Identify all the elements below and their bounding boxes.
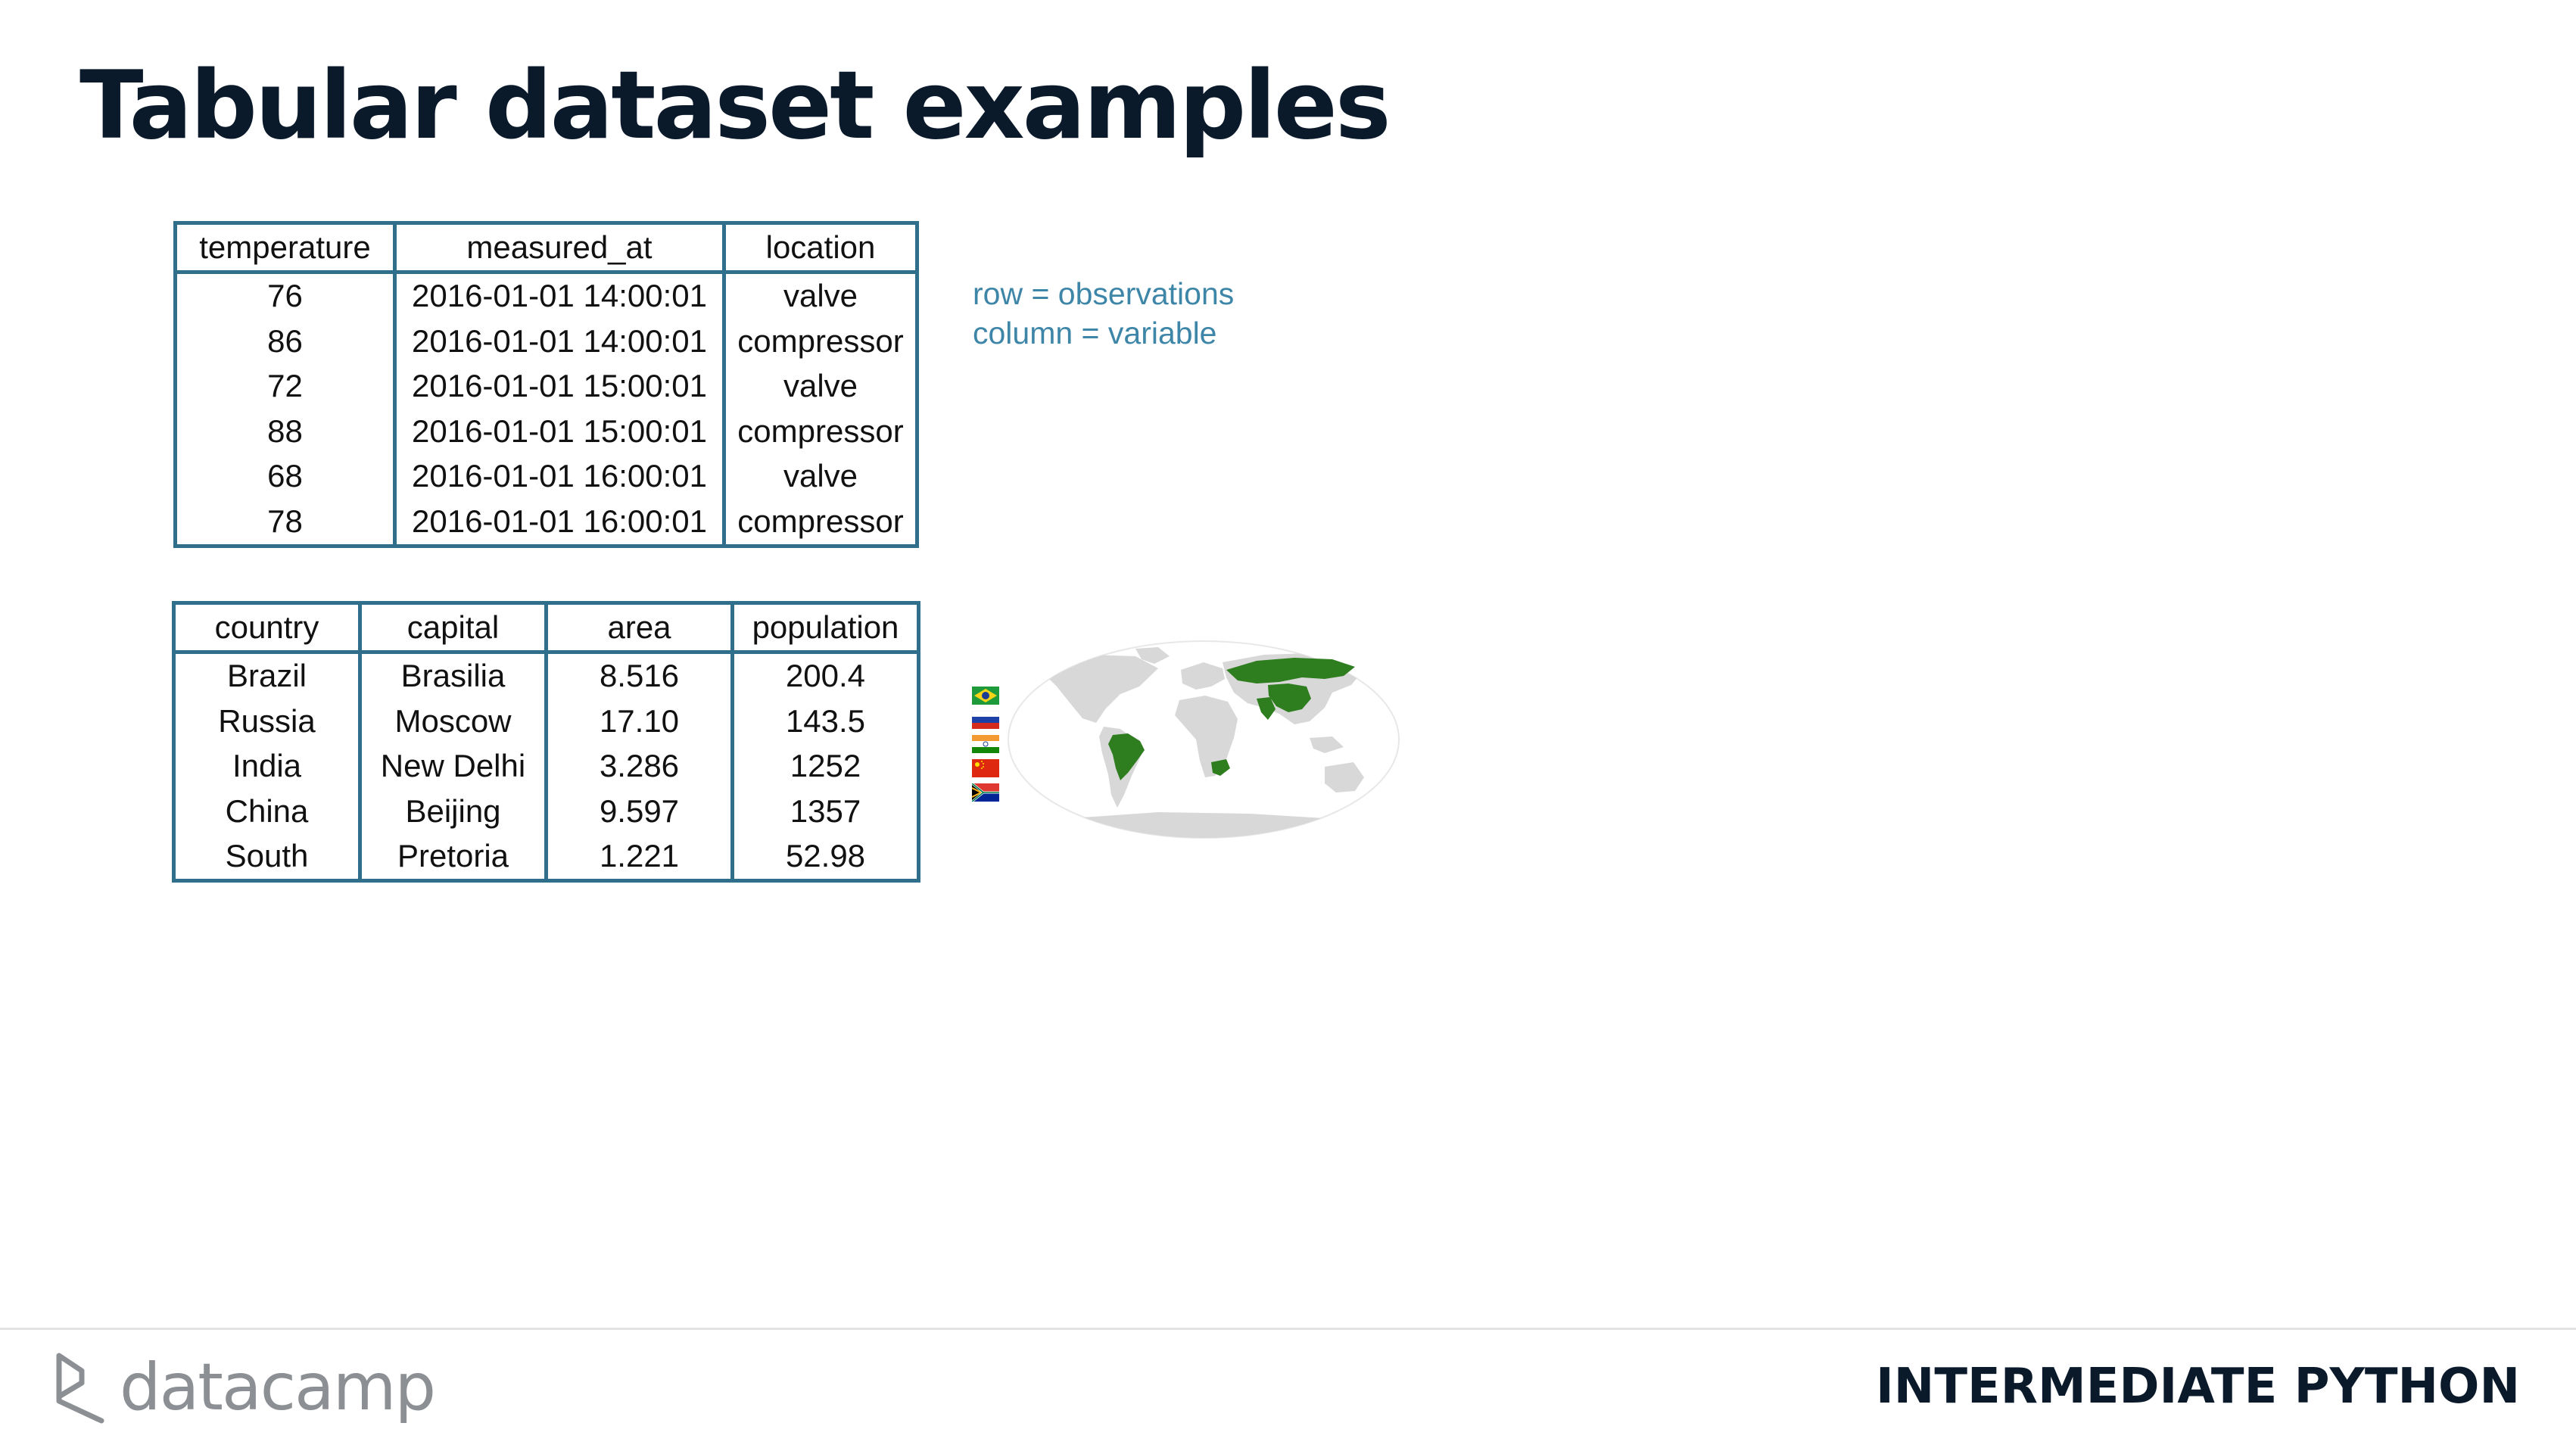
table-cell: 200.4 (785, 658, 866, 694)
flag-list (972, 687, 1001, 808)
table-header-row: country capital area population (173, 603, 919, 654)
south-africa-flag-icon (972, 783, 999, 802)
table-row: 76 2016-01-01 14:00:01 valve (175, 272, 917, 319)
table-cell: 68 (175, 453, 397, 499)
table-cell: New Delhi (360, 743, 548, 789)
column-header: country (173, 603, 362, 654)
table-cell: 2016-01-01 16:00:01 (394, 499, 726, 546)
datacamp-logo: datacamp (51, 1350, 436, 1425)
brazil-flag-icon (972, 687, 999, 705)
table-cell: 76 (175, 272, 397, 319)
table-cell: valve (783, 278, 858, 314)
table-cell: compressor (737, 322, 904, 359)
table-row: 86 2016-01-01 14:00:01 compressor (175, 319, 917, 364)
column-note: column = variable (973, 316, 1217, 350)
table-cell: Pretoria (360, 833, 548, 881)
temperature-table: temperature measured_at location 76 2016-… (173, 221, 919, 548)
brics-table: country capital area population Brazil Br… (172, 601, 920, 883)
table-cell: compressor (737, 413, 904, 449)
table-row: 88 2016-01-01 15:00:01 compressor (175, 409, 917, 454)
table-row: 72 2016-01-01 15:00:01 valve (175, 363, 917, 409)
table-cell: 2016-01-01 16:00:01 (394, 453, 726, 499)
column-header: measured_at (394, 223, 726, 274)
table-row: 78 2016-01-01 16:00:01 compressor (175, 499, 917, 546)
table-row: Russia Moscow 17.10 143.5 (173, 699, 919, 744)
course-title: INTERMEDIATE PYTHON (1875, 1359, 2520, 1415)
india-flag-icon (972, 735, 999, 753)
table-cell: 1357 (790, 792, 861, 829)
table-cell: 143.5 (785, 702, 866, 739)
table-notes: row = observations column = variable (973, 274, 1234, 353)
table-cell: valve (783, 458, 858, 494)
world-map-brics-icon (1008, 640, 1400, 839)
row-note: row = observations (973, 276, 1235, 311)
column-header: population (732, 603, 919, 654)
china-flag-icon (972, 759, 999, 777)
logo-text: datacamp (120, 1350, 436, 1425)
table-cell: 17.10 (546, 699, 734, 744)
table-cell: 3.286 (546, 743, 734, 789)
table-cell: Brasilia (360, 652, 548, 699)
table-cell: Brazil (173, 652, 362, 699)
table-cell: 78 (175, 499, 397, 546)
table-cell: 1.221 (546, 833, 734, 881)
column-header: location (724, 223, 917, 274)
table-row: Brazil Brasilia 8.516 200.4 (173, 652, 919, 699)
table-cell: 72 (175, 363, 397, 409)
table-cell: 2016-01-01 14:00:01 (394, 319, 726, 364)
table-row: China Beijing 9.597 1357 (173, 789, 919, 834)
table-cell: 52.98 (785, 838, 866, 874)
column-header: area (546, 603, 734, 654)
table-cell: valve (783, 368, 858, 404)
table-cell: 1252 (790, 748, 861, 784)
table-cell: 2016-01-01 14:00:01 (394, 272, 726, 319)
table-cell: 88 (175, 409, 397, 454)
table-cell: 86 (175, 319, 397, 364)
table-cell: 2016-01-01 15:00:01 (394, 409, 726, 454)
table-cell: Moscow (360, 699, 548, 744)
table-cell: Beijing (360, 789, 548, 834)
table-cell: 9.597 (546, 789, 734, 834)
column-header: capital (360, 603, 548, 654)
datacamp-logo-icon (56, 1353, 104, 1424)
table-row: South Pretoria 1.221 52.98 (173, 833, 919, 881)
table-row: India New Delhi 3.286 1252 (173, 743, 919, 789)
table-cell: South (173, 833, 362, 881)
table-row: 68 2016-01-01 16:00:01 valve (175, 453, 917, 499)
table-cell: compressor (737, 503, 904, 539)
slide-title: Tabular dataset examples (79, 51, 1391, 160)
table-cell: India (173, 743, 362, 789)
table-cell: Russia (173, 699, 362, 744)
table-cell: 8.516 (546, 652, 734, 699)
column-header: temperature (175, 223, 397, 274)
table-cell: 2016-01-01 15:00:01 (394, 363, 726, 409)
russia-flag-icon (972, 711, 999, 729)
footer-divider (0, 1328, 2576, 1330)
table-header-row: temperature measured_at location (175, 223, 917, 274)
table-cell: China (173, 789, 362, 834)
